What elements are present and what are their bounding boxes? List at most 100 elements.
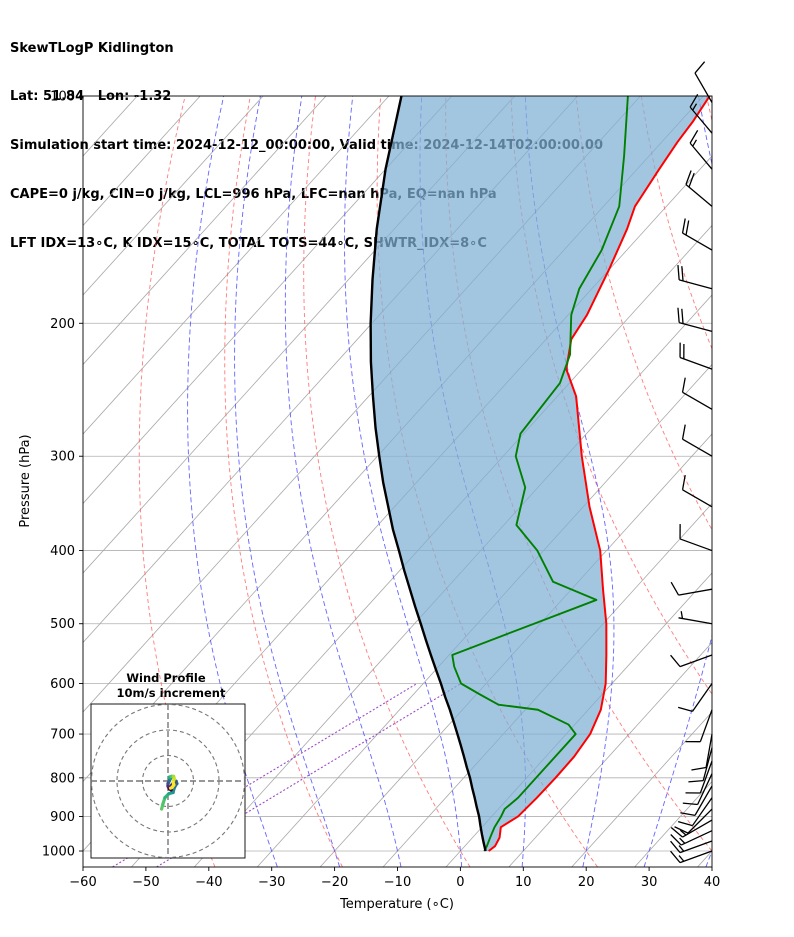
- barb-shaft: [678, 617, 713, 625]
- barb-shaft: [678, 279, 713, 290]
- dry-adiabat-line: [575, 96, 712, 531]
- barb-flag: [670, 850, 681, 864]
- y-tick-label: 500: [50, 617, 75, 632]
- wind-barb: [670, 654, 713, 668]
- wind-barb: [694, 61, 713, 103]
- wind-barb: [681, 424, 713, 457]
- barb-flag: [681, 266, 684, 282]
- barb-flag: [674, 826, 689, 834]
- hodograph-segment: [168, 785, 174, 790]
- wind-barb: [689, 129, 713, 170]
- barb-flag: [681, 308, 684, 324]
- y-tick-label: 200: [50, 317, 75, 332]
- y-tick-label: 700: [50, 728, 75, 743]
- barb-shaft: [679, 538, 713, 552]
- y-tick-label: 300: [50, 450, 75, 465]
- barb-shaft: [702, 747, 713, 781]
- x-tick-label: −30: [258, 875, 285, 890]
- wind-barb: [670, 830, 713, 846]
- barb-half-flag: [692, 139, 698, 147]
- dry-adiabat-line: [772, 96, 794, 867]
- barb-half-flag: [679, 829, 687, 836]
- temperature-line: [488, 96, 711, 852]
- wind-barb: [685, 709, 713, 743]
- barb-flag: [694, 61, 706, 74]
- wind-barb: [677, 265, 713, 290]
- barb-shaft: [679, 840, 713, 854]
- barb-flag: [689, 93, 699, 108]
- barb-half-flag: [678, 845, 685, 852]
- wind-barb: [670, 850, 713, 864]
- barb-flag: [679, 342, 681, 358]
- wind-barb: [670, 819, 713, 838]
- dry-adiabat-line: [510, 96, 712, 695]
- barb-shaft: [687, 808, 713, 834]
- barb-shaft: [699, 760, 713, 794]
- barb-shaft: [678, 588, 713, 596]
- barb-shaft: [691, 683, 713, 712]
- moist-adiabat-line: [705, 849, 712, 867]
- wind-barb: [682, 773, 713, 806]
- barb-flag: [680, 812, 696, 817]
- wind-barb: [677, 307, 713, 333]
- y-tick-label: 1000: [42, 845, 75, 860]
- x-tick-label: −20: [321, 875, 348, 890]
- isotherm-line: [256, 363, 712, 867]
- mixing-ratio-line: [156, 683, 462, 867]
- barb-flag: [688, 172, 695, 188]
- barb-half-flag: [679, 837, 686, 844]
- barb-shaft: [689, 106, 713, 134]
- barb-shaft: [689, 142, 713, 170]
- dry-adiabat-line: [640, 96, 712, 350]
- dry-adiabat-line: [303, 96, 471, 867]
- x-tick-label: −10: [384, 875, 411, 890]
- y-tick-label: 400: [50, 544, 75, 559]
- barb-flag: [670, 581, 680, 596]
- barb-shaft: [682, 438, 713, 457]
- x-tick-label: 20: [578, 875, 595, 890]
- moist-adiabat-line: [643, 96, 712, 867]
- wind-barb: [688, 747, 713, 783]
- barb-shaft: [697, 773, 713, 805]
- x-tick-label: 10: [515, 875, 532, 890]
- barb-shaft: [678, 321, 713, 333]
- barb-flag: [677, 265, 680, 280]
- hodograph-subtitle: 10m/s increment: [117, 686, 226, 700]
- wind-barb: [678, 611, 713, 625]
- barb-flag: [677, 706, 693, 712]
- isotherm-line: [319, 433, 712, 867]
- barb-flag: [683, 343, 685, 359]
- isotherm-line: [634, 780, 712, 867]
- dewpoint-line: [451, 96, 629, 852]
- parcel-profile-line: [369, 96, 487, 852]
- barb-shaft: [679, 850, 713, 864]
- moist-adiabat-line: [344, 96, 463, 867]
- y-tick-label: 800: [50, 771, 75, 786]
- barb-flag: [685, 792, 701, 794]
- barb-half-flag: [680, 611, 684, 619]
- wind-barb: [677, 797, 713, 827]
- barb-flag: [677, 821, 693, 827]
- barb-shaft: [679, 356, 713, 370]
- barb-half-flag: [678, 855, 685, 862]
- y-tick-label: 600: [50, 677, 75, 692]
- barb-flag: [691, 766, 707, 771]
- x-tick-label: −60: [69, 875, 96, 890]
- dry-adiabat-line: [706, 96, 712, 123]
- wind-barb: [679, 342, 713, 370]
- isotherm-line: [83, 96, 327, 366]
- barb-shaft: [682, 232, 713, 251]
- barb-flag: [679, 524, 681, 539]
- wind-barb: [681, 218, 713, 251]
- barb-shaft: [680, 830, 713, 846]
- barb-flag: [670, 654, 681, 668]
- wind-barb: [681, 475, 713, 508]
- barb-flag: [681, 218, 686, 234]
- isotherm-line: [83, 96, 390, 435]
- x-tick-label: 0: [456, 875, 464, 890]
- barb-flag: [685, 740, 701, 743]
- wind-barb: [679, 524, 713, 552]
- moist-adiabat-line: [187, 96, 278, 867]
- wind-barb: [681, 377, 713, 410]
- barb-flag: [670, 826, 683, 838]
